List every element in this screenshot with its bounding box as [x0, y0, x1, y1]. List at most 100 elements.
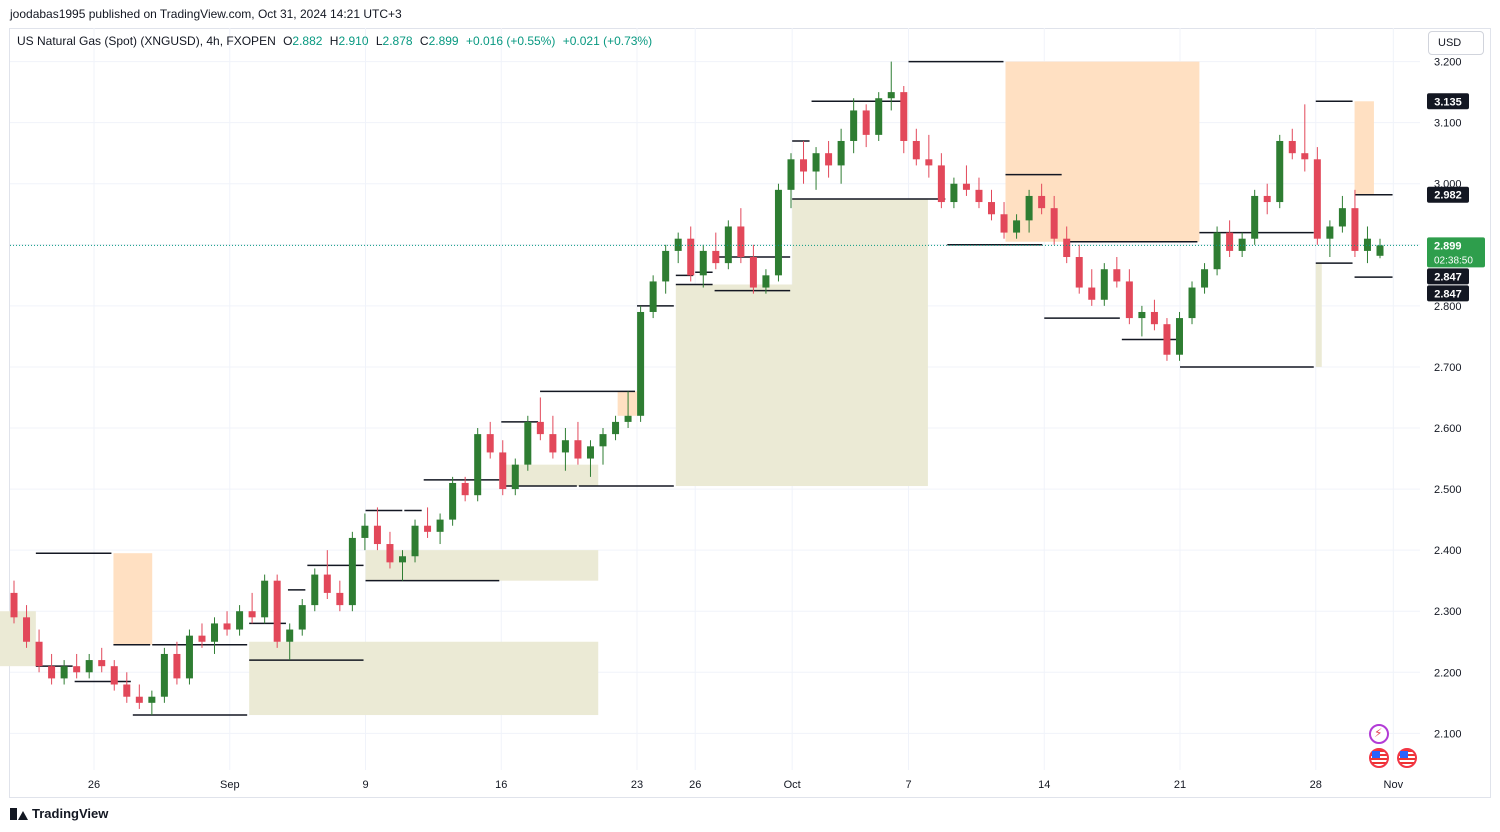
candle-body	[261, 580, 269, 618]
low-value: 2.878	[382, 34, 413, 48]
candle-body	[1363, 238, 1371, 251]
candle-body	[1263, 195, 1271, 203]
support-zone	[1315, 263, 1322, 367]
candle-body	[1138, 311, 1146, 319]
candle-body	[662, 250, 670, 282]
candle-body	[123, 684, 131, 697]
us-flag-event-icon-2[interactable]	[1397, 748, 1417, 768]
candle-body	[1088, 287, 1096, 300]
candle-body	[774, 189, 782, 276]
candle-body	[1213, 232, 1221, 270]
candle-body	[1050, 208, 1058, 239]
x-tick-label: 16	[495, 779, 507, 791]
candle-body	[273, 580, 281, 642]
chart-frame[interactable]	[9, 28, 1491, 798]
candle-body	[800, 159, 808, 172]
candle-body	[373, 525, 381, 545]
x-tick-label: 26	[689, 779, 701, 791]
candle-body	[549, 434, 557, 453]
support-zone	[675, 284, 928, 487]
candle-body	[1000, 214, 1008, 233]
candle-body	[837, 140, 845, 166]
badge-upper-level-2: 2.982	[1434, 190, 1462, 202]
candle-body	[1301, 153, 1309, 160]
candle-body	[624, 415, 632, 422]
candle-body	[1175, 318, 1183, 355]
candle-body	[674, 238, 682, 251]
candle-body	[386, 544, 394, 563]
candle-body	[411, 525, 419, 557]
currency-selector[interactable]: USD	[1428, 31, 1484, 55]
flash-event-icon[interactable]	[1369, 724, 1389, 744]
candle-body	[699, 250, 707, 276]
candle-body	[988, 202, 996, 215]
candle-body	[1038, 195, 1046, 209]
symbol-name: US Natural Gas (Spot) (XNGUSD), 4h, FXOP…	[17, 34, 276, 48]
y-tick-label: 2.200	[1434, 667, 1462, 679]
high-label: H	[329, 34, 339, 48]
current-price-badge-bg	[1427, 237, 1485, 268]
badge-lower-level-2-bg	[1427, 285, 1469, 302]
open-value: 2.882	[292, 34, 323, 48]
tradingview-mark-icon	[10, 807, 28, 820]
badge-upper-level: 3.135	[1434, 96, 1462, 108]
resistance-zone	[113, 553, 153, 645]
candle-body	[48, 666, 56, 679]
candle-body	[10, 592, 18, 618]
chart-grid	[10, 28, 1420, 770]
x-tick-label: 9	[362, 779, 368, 791]
candle-body	[361, 525, 369, 538]
x-tick-label: 28	[1310, 779, 1322, 791]
candle-body	[348, 537, 356, 606]
candle-body	[649, 281, 657, 312]
close-value: 2.899	[428, 34, 459, 48]
high-value: 2.910	[338, 34, 369, 48]
candle-body	[900, 92, 908, 141]
x-tick-label: Oct	[784, 779, 801, 791]
candle-body	[586, 446, 594, 459]
candle-body	[812, 153, 820, 172]
time-axis: 26 Sep 9 16 23 26 Oct 7 14 21 28 Nov	[88, 779, 1404, 791]
y-tick-label: 2.500	[1434, 484, 1462, 496]
zone-fills	[0, 61, 1374, 716]
us-flag-event-icon[interactable]	[1369, 748, 1389, 768]
support-zone	[0, 611, 36, 667]
candle-body	[737, 226, 745, 258]
candle-body	[1251, 195, 1259, 239]
candle-body	[499, 452, 507, 490]
candle-body	[23, 617, 31, 642]
tradingview-logo[interactable]: TradingView	[10, 806, 108, 821]
y-tick-label: 2.800	[1434, 301, 1462, 313]
candle-body	[1063, 238, 1071, 258]
candle-body	[185, 635, 193, 679]
candle-body	[436, 519, 444, 532]
badge-lower-level: 2.847	[1434, 271, 1462, 283]
y-tick-label: 2.400	[1434, 545, 1462, 557]
support-zone	[501, 464, 599, 487]
candle-body	[536, 421, 544, 435]
close-label: C	[419, 34, 429, 48]
x-tick-label: Nov	[1384, 779, 1404, 791]
x-tick-label: Sep	[220, 779, 240, 791]
candle-body	[1125, 281, 1133, 319]
candle-body	[1201, 269, 1209, 288]
candle-body	[336, 592, 344, 606]
badge-upper-level-bg	[1427, 93, 1469, 110]
candle-body	[1276, 140, 1284, 203]
price-axis: 3.2003.1003.0002.9002.8002.7002.6002.500…	[1434, 57, 1462, 741]
candle-body	[1288, 140, 1296, 154]
support-zone	[792, 198, 928, 285]
candle-body	[561, 440, 569, 453]
candle-body	[1313, 159, 1321, 239]
candle-body	[248, 611, 256, 618]
candle-body	[749, 257, 757, 288]
candle-body	[712, 250, 720, 264]
candle-body	[599, 434, 607, 447]
x-tick-label: 21	[1174, 779, 1186, 791]
candle-body	[1238, 238, 1246, 251]
candle-body	[862, 110, 870, 135]
resistance-zone	[1005, 61, 1200, 242]
candle-body	[1376, 245, 1384, 256]
x-tick-label: 26	[88, 779, 100, 791]
